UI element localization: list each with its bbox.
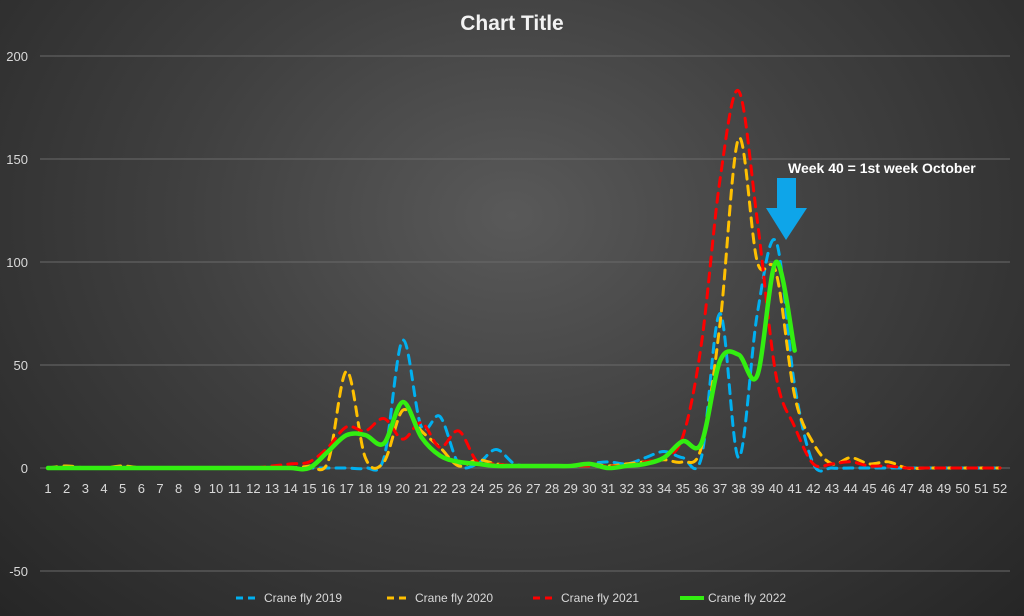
x-tick-label: 17 xyxy=(339,481,353,496)
x-tick-label: 33 xyxy=(638,481,652,496)
y-tick-label: 50 xyxy=(14,358,28,373)
chart-title: Chart Title xyxy=(460,12,563,35)
x-tick-label: 4 xyxy=(100,481,107,496)
x-tick-label: 22 xyxy=(433,481,447,496)
x-tick-label: 34 xyxy=(657,481,671,496)
x-tick-label: 36 xyxy=(694,481,708,496)
series-line-crane-fly-2020 xyxy=(46,136,1002,472)
x-axis-ticks: 1 2 3 4 5 6 7 8 9 10 11 12 13 14 15 16 17 18 19 20 21 22 23 24 2… xyxy=(44,481,1007,496)
annotation: Week 40 = 1st week October xyxy=(766,160,976,240)
x-tick-label: 2 xyxy=(63,481,70,496)
x-tick-label: 28 xyxy=(545,481,559,496)
x-tick-label: 23 xyxy=(451,481,465,496)
y-tick-label: 150 xyxy=(6,152,28,167)
x-tick-label: 43 xyxy=(825,481,839,496)
annotation-text: Week 40 = 1st week October xyxy=(788,160,976,176)
x-tick-label: 7 xyxy=(156,481,163,496)
x-tick-label: 26 xyxy=(507,481,521,496)
x-tick-label: 38 xyxy=(731,481,745,496)
x-tick-label: 27 xyxy=(526,481,540,496)
x-tick-label: 47 xyxy=(899,481,913,496)
x-tick-label: 48 xyxy=(918,481,932,496)
x-tick-label: 9 xyxy=(194,481,201,496)
x-tick-label: 3 xyxy=(82,481,89,496)
x-tick-label: 29 xyxy=(563,481,577,496)
x-tick-label: 15 xyxy=(302,481,316,496)
series-line-crane-fly-2019 xyxy=(46,238,1002,473)
legend-label: Crane fly 2019 xyxy=(264,591,342,605)
y-tick-label: -50 xyxy=(9,564,28,579)
legend: Crane fly 2019 Crane fly 2020 Crane fly 20… xyxy=(236,591,786,605)
series-line-crane-fly-2021 xyxy=(46,89,1002,470)
x-tick-label: 41 xyxy=(787,481,801,496)
x-tick-label: 10 xyxy=(209,481,223,496)
x-tick-label: 12 xyxy=(246,481,260,496)
x-tick-label: 49 xyxy=(937,481,951,496)
legend-label: Crane fly 2021 xyxy=(561,591,639,605)
y-tick-label: 100 xyxy=(6,255,28,270)
x-tick-label: 24 xyxy=(470,481,484,496)
x-tick-label: 5 xyxy=(119,481,126,496)
x-tick-label: 52 xyxy=(993,481,1007,496)
x-tick-label: 13 xyxy=(265,481,279,496)
x-tick-label: 37 xyxy=(713,481,727,496)
x-tick-label: 32 xyxy=(619,481,633,496)
x-tick-label: 18 xyxy=(358,481,372,496)
x-tick-label: 44 xyxy=(843,481,857,496)
x-tick-label: 51 xyxy=(974,481,988,496)
legend-label: Crane fly 2022 xyxy=(708,591,786,605)
x-tick-label: 31 xyxy=(601,481,615,496)
y-tick-label: 0 xyxy=(21,461,28,476)
x-tick-label: 46 xyxy=(881,481,895,496)
x-tick-label: 40 xyxy=(769,481,783,496)
legend-label: Crane fly 2020 xyxy=(415,591,493,605)
x-tick-label: 21 xyxy=(414,481,428,496)
x-tick-label: 42 xyxy=(806,481,820,496)
x-tick-label: 50 xyxy=(955,481,969,496)
x-tick-label: 8 xyxy=(175,481,182,496)
x-tick-label: 6 xyxy=(138,481,145,496)
x-tick-label: 39 xyxy=(750,481,764,496)
series-line-crane-fly-2022 xyxy=(45,259,797,472)
x-tick-label: 45 xyxy=(862,481,876,496)
x-tick-label: 1 xyxy=(44,481,51,496)
x-tick-label: 16 xyxy=(321,481,335,496)
x-tick-label: 14 xyxy=(283,481,297,496)
x-tick-label: 20 xyxy=(395,481,409,496)
x-tick-label: 25 xyxy=(489,481,503,496)
x-tick-label: 35 xyxy=(675,481,689,496)
series-lines xyxy=(45,89,1002,473)
x-tick-label: 30 xyxy=(582,481,596,496)
arrow-down-icon xyxy=(766,178,807,240)
x-tick-label: 11 xyxy=(228,481,242,496)
y-tick-label: 200 xyxy=(6,49,28,64)
x-tick-label: 19 xyxy=(377,481,391,496)
y-axis-ticks: -50 0 50 100 150 200 xyxy=(6,49,28,579)
